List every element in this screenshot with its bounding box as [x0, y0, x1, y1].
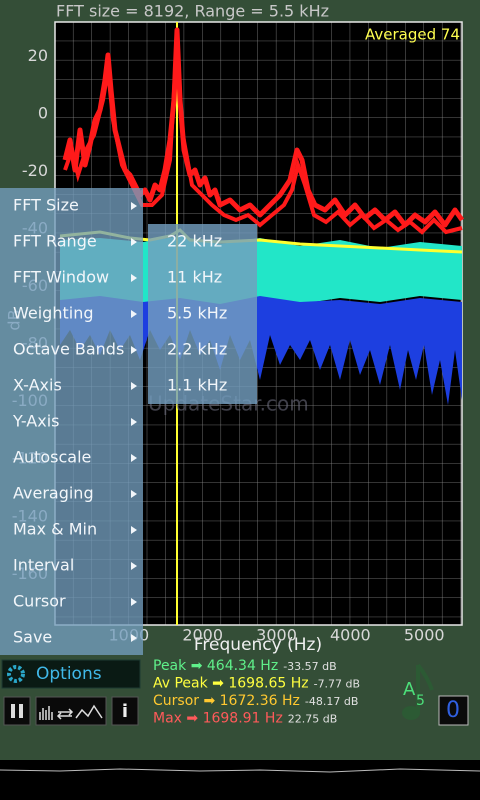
- submenu-arrow: [131, 310, 137, 318]
- submenu-arrow: [131, 274, 137, 282]
- y-tick-label: -20: [22, 161, 48, 180]
- readout-db: 22.75 dB: [288, 713, 338, 726]
- x-tick-label: 2000: [182, 626, 223, 645]
- menu-item: Autoscale: [13, 448, 91, 467]
- x-tick-label: 4000: [330, 626, 371, 645]
- menu-item: Save: [13, 628, 52, 647]
- menu-panel: [0, 188, 143, 655]
- menu-item: X-Axis: [13, 376, 62, 395]
- menu-item: Cursor: [13, 592, 66, 611]
- info-button[interactable]: [111, 696, 139, 726]
- note-icon: [416, 663, 434, 712]
- submenu-panel: [148, 224, 257, 404]
- submenu-arrow: [131, 202, 137, 210]
- menu-item: FFT Range: [13, 232, 97, 251]
- submenu-arrow: [131, 634, 137, 642]
- readout-db: -7.77 dB: [314, 678, 361, 691]
- note-letter: A: [403, 679, 416, 700]
- submenu-item: 22 kHz: [167, 232, 222, 251]
- note-number: 5: [416, 693, 425, 709]
- menu-item: FFT Window: [13, 268, 109, 287]
- pause-icon: [19, 704, 23, 718]
- x-tick-label: 3000: [256, 626, 297, 645]
- readout: Cursor ➡ 1672.36 Hz: [153, 693, 300, 709]
- submenu-arrow: [131, 562, 137, 570]
- submenu: 22 kHz 11 kHz 5.5 kHz 2.2 kHz 1.1 kHz: [167, 232, 227, 395]
- max-trace: [63, 39, 463, 235]
- pause-button[interactable]: [3, 696, 31, 726]
- submenu-item: 1.1 kHz: [167, 376, 227, 395]
- submenu-arrow: [131, 454, 137, 462]
- pause-icon: [11, 704, 15, 718]
- y-tick-label: 0: [38, 103, 48, 122]
- submenu-arrow: [131, 490, 137, 498]
- y-tick-label: 20: [28, 46, 48, 65]
- menu-item: Octave Bands: [13, 340, 124, 359]
- menu-item: Max & Min: [13, 520, 97, 539]
- readout: Av Peak ➡ 1698.65 Hz: [153, 676, 309, 692]
- readout: Peak ➡ 464.34 Hz: [153, 658, 278, 674]
- submenu-item: 11 kHz: [167, 268, 222, 287]
- submenu-arrow: [131, 382, 137, 390]
- submenu-arrow: [131, 418, 137, 426]
- submenu-arrow: [131, 346, 137, 354]
- x-axis-label: Frequency (Hz): [194, 635, 322, 655]
- noise-line: [0, 768, 480, 773]
- averaged-label: Averaged 74: [365, 26, 460, 44]
- menu-item: Weighting: [13, 304, 93, 323]
- bottom-bar: [0, 760, 480, 800]
- menu-item: FFT Size: [13, 196, 79, 215]
- gear-icon: [7, 665, 25, 683]
- options-label: Options: [36, 664, 102, 684]
- menu-item: Interval: [13, 556, 74, 575]
- menu: FFT Size FFT Range FFT Window Weighting Octa…: [12, 196, 137, 647]
- submenu-arrow: [131, 598, 137, 606]
- x-tick-label: 5000: [404, 626, 445, 645]
- counter-box: [438, 695, 469, 726]
- readout-db: -33.57 dB: [283, 660, 337, 673]
- submenu-item: 5.5 kHz: [167, 304, 227, 323]
- submenu-arrow: [131, 526, 137, 534]
- info-icon: i: [122, 701, 128, 722]
- counter: 0: [446, 698, 460, 723]
- view-icon: [39, 704, 103, 720]
- readout-db: -48.17 dB: [305, 695, 359, 708]
- title: FFT size = 8192, Range = 5.5 kHz: [56, 2, 329, 21]
- submenu-arrow: [131, 238, 137, 246]
- menu-item: Y-Axis: [12, 412, 60, 431]
- menu-item: Averaging: [13, 484, 94, 503]
- readout: Max ➡ 1698.91 Hz: [153, 711, 283, 727]
- submenu-item: 2.2 kHz: [167, 340, 227, 359]
- readouts: Peak ➡ 464.34 Hz -33.57 dB Av Peak ➡ 1698.…: [153, 658, 360, 727]
- note-icon: [402, 706, 420, 720]
